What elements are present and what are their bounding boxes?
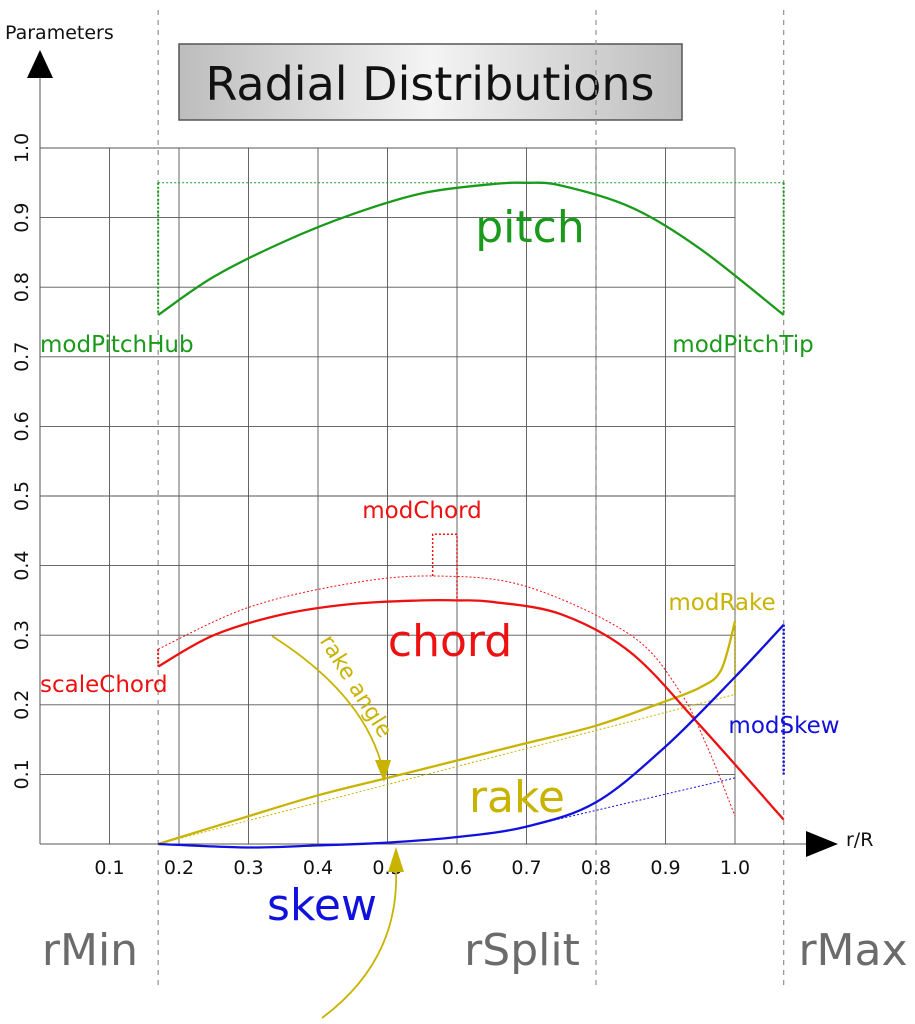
annotation-modskew: modSkew bbox=[728, 713, 839, 739]
region-label-rMin: rMin bbox=[42, 925, 138, 976]
x-tick-labels: 0.1 0.2 0.3 0.4 0.5 0.6 0.7 0.8 0.9 1.0 bbox=[94, 857, 750, 879]
y-axis-label: Parameters bbox=[5, 22, 114, 44]
annotation-rake-angle: rake angle bbox=[314, 631, 397, 743]
y-tick-labels: 0.1 0.2 0.3 0.4 0.5 0.6 0.7 0.8 0.9 1.0 bbox=[11, 133, 33, 790]
title-box bbox=[178, 43, 683, 121]
annotation-modrake: modRake bbox=[668, 590, 775, 616]
y-tick-label: 0.8 bbox=[11, 272, 33, 302]
y-tick-label: 0.2 bbox=[11, 690, 33, 720]
series-line-rake bbox=[157, 620, 737, 846]
y-tick-label: 0.7 bbox=[11, 342, 33, 372]
rake-angle-arrowhead bbox=[375, 760, 391, 782]
y-tick-label: 0.3 bbox=[11, 620, 33, 650]
annotation-scalechord: scaleChord bbox=[40, 672, 168, 698]
annotation-modchord: modChord bbox=[362, 498, 481, 524]
skew-arrow-curve bbox=[321, 867, 398, 1019]
mod-chord-bracket bbox=[431, 533, 458, 601]
series-line-pitch bbox=[157, 181, 785, 316]
y-tick-label: 0.9 bbox=[11, 202, 33, 232]
rake-linear-line bbox=[158, 693, 736, 845]
chart-title: Radial Distributions bbox=[205, 57, 654, 111]
annotation-modpitchtip: modPitchTip bbox=[672, 332, 813, 358]
y-tick-label: 1.0 bbox=[11, 133, 33, 163]
annotations: pitch modPitchHub modPitchTip modChord chord… bbox=[40, 202, 840, 1019]
y-tick-label: 0.1 bbox=[11, 759, 33, 789]
y-tick-label: 0.6 bbox=[11, 411, 33, 441]
region-label-rSplit: rSplit bbox=[464, 925, 580, 976]
x-tick-label: 0.7 bbox=[511, 857, 541, 879]
series-line-chord bbox=[157, 598, 785, 821]
x-tick-label: 0.4 bbox=[303, 857, 333, 879]
region-label-rMax: rMax bbox=[798, 925, 907, 976]
x-tick-label: 0.9 bbox=[650, 857, 680, 879]
rake-angle-arc bbox=[271, 635, 384, 771]
y-axis-arrow bbox=[27, 50, 53, 78]
x-axis-label: r/R bbox=[846, 829, 873, 851]
region-labels: rMin rSplit rMax bbox=[42, 925, 908, 976]
annotation-skew: skew bbox=[267, 880, 377, 931]
grid bbox=[40, 147, 736, 844]
annotation-rake: rake bbox=[469, 772, 565, 823]
series-line-skew bbox=[158, 624, 785, 849]
x-axis-arrow bbox=[806, 831, 838, 857]
y-tick-label: 0.5 bbox=[11, 481, 33, 511]
annotation-modpitchhub: modPitchHub bbox=[40, 332, 194, 358]
x-tick-label: 0.2 bbox=[164, 857, 194, 879]
skew-arrowhead bbox=[388, 847, 404, 872]
series-lines bbox=[157, 181, 785, 849]
region-lines bbox=[157, 10, 785, 985]
x-tick-label: 0.3 bbox=[233, 857, 263, 879]
annotation-chord: chord bbox=[388, 616, 512, 667]
y-tick-label: 0.4 bbox=[11, 550, 33, 580]
chord-unscaled-line bbox=[157, 575, 736, 817]
x-tick-label: 0.1 bbox=[94, 857, 124, 879]
x-tick-label: 0.6 bbox=[442, 857, 472, 879]
annotation-pitch: pitch bbox=[475, 202, 584, 253]
x-tick-label: 0.8 bbox=[581, 857, 611, 879]
x-tick-label: 1.0 bbox=[720, 857, 750, 879]
